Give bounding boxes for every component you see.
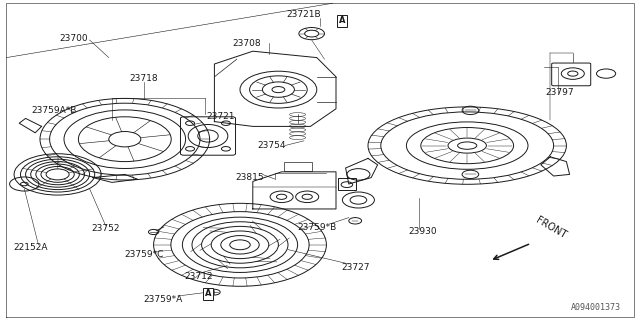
Text: 23754: 23754 (258, 141, 286, 150)
Text: 23759*A: 23759*A (143, 295, 183, 304)
Text: 23712: 23712 (184, 272, 212, 281)
Text: FRONT: FRONT (534, 215, 568, 240)
Text: A: A (205, 289, 211, 298)
Text: 23718: 23718 (130, 74, 158, 83)
Text: 23759*B: 23759*B (297, 223, 337, 232)
Text: 23700: 23700 (60, 34, 88, 43)
Text: A: A (339, 16, 346, 25)
Text: 23759*C: 23759*C (124, 250, 164, 259)
Text: 23708: 23708 (232, 39, 260, 48)
Text: 23752: 23752 (92, 224, 120, 233)
Text: 23721: 23721 (207, 112, 235, 121)
Text: 23930: 23930 (408, 228, 436, 236)
Text: 23721B: 23721B (287, 10, 321, 19)
Text: 22152A: 22152A (13, 244, 48, 252)
Bar (338, 178, 356, 190)
Bar (284, 162, 312, 171)
Text: A094001373: A094001373 (571, 303, 621, 312)
Text: 23727: 23727 (341, 263, 369, 272)
Text: 23815: 23815 (236, 173, 264, 182)
Text: 23759A*B: 23759A*B (32, 106, 77, 115)
Text: 23797: 23797 (546, 88, 574, 97)
